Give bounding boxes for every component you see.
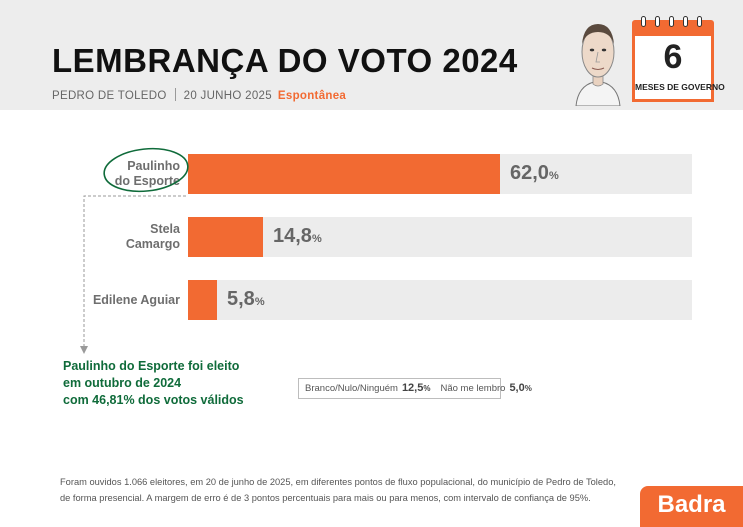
calendar-ring-icon	[669, 16, 674, 27]
category-label-line: Camargo	[125, 237, 180, 251]
category-label: Stela Camargo	[0, 222, 180, 252]
location-label: PEDRO DE TOLEDO	[52, 90, 167, 102]
blank-null-label: Branco/Nulo/Ninguém	[305, 383, 398, 394]
header-band	[0, 0, 743, 110]
calendar-ring-icon	[683, 16, 688, 27]
bar-track	[188, 217, 692, 257]
bar	[188, 217, 263, 257]
blank-null-value: 12,5%	[402, 382, 431, 394]
methodology-footnote: Foram ouvidos 1.066 eleitores, em 20 de …	[60, 474, 616, 506]
calendar-body: 6 MESES DE GOVERNO	[632, 36, 725, 102]
category-label: Paulinho do Esporte	[0, 159, 180, 189]
calendar-ring-icon	[641, 16, 646, 27]
value-number: 14,8	[273, 225, 312, 247]
note-line: em outubro de 2024	[63, 376, 182, 390]
no-recall-label: Não me lembro	[440, 383, 506, 394]
months-number: 6	[663, 38, 683, 76]
months-label: MESES DE GOVERNO	[635, 82, 725, 92]
no-recall-value: 5,0%	[509, 382, 531, 394]
connector-line	[83, 195, 186, 348]
page-title: LEMBRANÇA DO VOTO 2024	[52, 42, 518, 79]
mayor-portrait-illustration	[575, 24, 621, 106]
subtitle-bar: PEDRO DE TOLEDO 20 JUNHO 2025 Espontânea	[52, 88, 346, 102]
divider	[174, 88, 176, 101]
category-label-line: Stela	[150, 222, 180, 236]
footnote-line: Foram ouvidos 1.066 eleitores, em 20 de …	[60, 477, 616, 487]
bar	[188, 154, 500, 194]
note-line: Paulinho do Esporte foi eleito	[63, 359, 240, 373]
calendar-ring-icon	[697, 16, 702, 27]
percent-sign: %	[254, 296, 265, 308]
election-note: Paulinho do Esporte foi eleito em outubr…	[63, 358, 244, 409]
calendar-badge: 6 MESES DE GOVERNO	[632, 16, 725, 102]
bar-track	[188, 280, 692, 320]
note-line: com 46,81% dos votos válidos	[63, 393, 244, 407]
value-label: 62,0%	[510, 162, 559, 185]
bar	[188, 280, 217, 320]
connector-arrow-icon	[80, 346, 88, 354]
category-label: Edilene Aguiar	[0, 293, 180, 308]
percent-sign: %	[311, 233, 322, 245]
category-label-line: Edilene Aguiar	[92, 292, 180, 307]
brand-logo: Badra	[640, 486, 743, 527]
footnote-line: de forma presencial. A margem de erro é …	[60, 493, 591, 503]
calendar-header	[632, 20, 714, 36]
survey-mode-label: Espontânea	[277, 90, 347, 102]
percent-sign: %	[548, 170, 559, 182]
value-number: 62,0	[510, 162, 549, 184]
category-label-line: Paulinho	[127, 159, 180, 173]
calendar-ring-icon	[655, 16, 660, 27]
date-label: 20 JUNHO 2025	[183, 90, 272, 102]
value-label: 14,8%	[273, 225, 322, 248]
percent-sign: %	[423, 384, 431, 393]
value-number: 5,8	[227, 288, 255, 310]
no-recall-number: 5,0	[509, 382, 525, 394]
blank-null-number: 12,5	[401, 382, 424, 394]
category-label-line: do Esporte	[114, 174, 180, 188]
other-responses-box: Branco/Nulo/Ninguém 12,5% Não me lembro 5,0…	[298, 378, 532, 399]
value-label: 5,8%	[227, 288, 265, 311]
percent-sign: %	[524, 384, 532, 393]
